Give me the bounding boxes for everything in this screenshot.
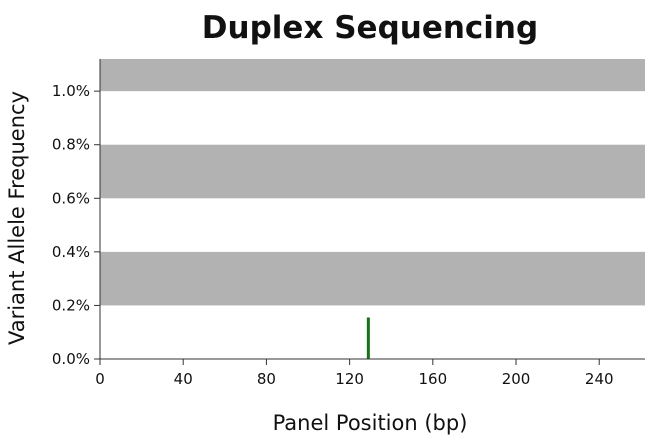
background-band-0 [100,251,645,306]
background-band-2 [100,59,645,92]
chart-title: Duplex Sequencing [202,10,538,46]
x-tick-label: 80 [257,370,276,388]
y-tick-label: 1.0% [52,82,90,100]
y-tick-label: 0.2% [52,296,90,314]
x-axis: 0 40 80 120 160 200 240 [95,358,645,388]
x-tick-label: 240 [585,370,614,388]
background-band-1 [100,144,645,199]
y-axis-label: Variant Allele Frequency [5,91,29,345]
y-tick-label: 0.8% [52,136,90,154]
x-tick-label: 160 [419,370,448,388]
x-axis-label: Panel Position (bp) [273,411,468,435]
background-bands [100,59,645,306]
y-axis: 0.0% 0.2% 0.4% 0.6% 0.8% 1.0% [52,59,101,368]
y-tick-label: 0.0% [52,350,90,368]
x-tick-label: 40 [174,370,193,388]
x-tick-label: 120 [335,370,364,388]
y-tick-label: 0.6% [52,189,90,207]
variant-bar-0 [366,317,370,359]
y-tick-label: 0.4% [52,243,90,261]
x-tick-label: 200 [502,370,531,388]
x-tick-label: 0 [95,370,105,388]
variant-bars [366,317,370,359]
